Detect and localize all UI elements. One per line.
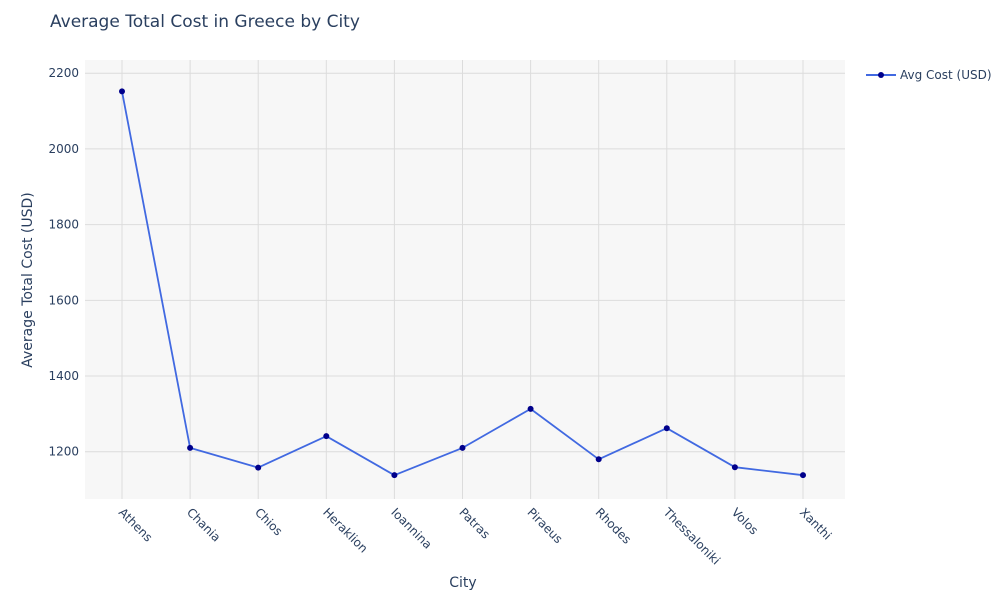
data-point <box>119 88 125 95</box>
data-point <box>595 456 602 463</box>
x-tick-label: Patras <box>456 505 492 541</box>
x-axis-ticks: Athens Chania Chios Heraklion Ioannina Patras… <box>116 505 834 568</box>
x-tick-label: Thessaloniki <box>660 505 723 568</box>
x-tick-label: Volos <box>729 505 761 537</box>
x-tick-label: Chios <box>252 505 285 538</box>
y-tick-label: 2000 <box>48 142 79 156</box>
grid-lines <box>85 60 845 499</box>
x-tick-label: Xanthi <box>797 505 834 542</box>
data-point <box>255 464 262 471</box>
y-tick-label: 1200 <box>48 445 79 459</box>
legend-marker-swatch <box>878 72 884 78</box>
y-tick-label: 1400 <box>48 369 79 383</box>
data-point <box>800 472 806 479</box>
data-point <box>187 444 194 451</box>
x-tick-label: Rhodes <box>593 505 634 546</box>
series-layer <box>119 88 806 479</box>
x-tick-label: Chania <box>184 505 223 544</box>
y-tick-label: 1800 <box>48 218 79 232</box>
data-point <box>731 464 738 471</box>
data-point <box>527 405 534 412</box>
plot-area <box>85 60 845 499</box>
y-tick-label: 2200 <box>48 66 79 80</box>
y-axis-title: Average Total Cost (USD) <box>20 192 36 368</box>
x-tick-label: Athens <box>116 505 155 544</box>
data-point <box>663 425 670 432</box>
data-point <box>459 444 466 451</box>
x-tick-label: Ioannina <box>388 505 434 551</box>
legend-label: Avg Cost (USD) <box>900 68 992 82</box>
x-tick-label: Piraeus <box>524 505 565 546</box>
data-point <box>323 433 330 440</box>
chart-title: Average Total Cost in Greece by City <box>50 12 360 32</box>
legend[interactable]: Avg Cost (USD) <box>866 68 992 82</box>
x-axis-title: City <box>449 575 476 591</box>
y-axis-ticks: 1200 1400 1600 1800 2000 2200 <box>48 66 79 458</box>
y-tick-label: 1600 <box>48 293 79 307</box>
x-tick-label: Heraklion <box>320 505 370 555</box>
data-point <box>391 472 398 479</box>
